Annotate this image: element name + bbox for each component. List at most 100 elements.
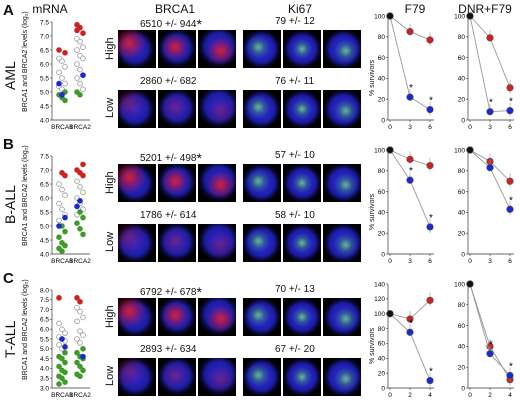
y-tick-label: 40 xyxy=(458,76,466,83)
low-label: Low xyxy=(104,231,116,252)
ki67-image xyxy=(243,30,281,68)
significance-star: * xyxy=(509,362,513,373)
x-tick-label: 6 xyxy=(428,258,432,265)
ki67-signal xyxy=(283,224,321,262)
low-series-point xyxy=(466,146,474,154)
brca1-signal xyxy=(158,358,196,396)
low-series-point xyxy=(426,376,434,385)
f79-survival-chart: 0 20 40 60 80 100 0 3 6 * * xyxy=(374,146,434,265)
y-tick-label: 3.5 xyxy=(40,376,49,383)
y-tick-label: 3.0 xyxy=(40,385,49,392)
low-series-point xyxy=(506,205,514,213)
low-series-point xyxy=(426,223,434,231)
mrna-point-blue xyxy=(56,80,62,87)
ki67-image xyxy=(243,298,281,336)
ki67-signal xyxy=(283,30,321,68)
dnr-f79-survival-chart: 0 20 40 60 80 100 0 3 6 * xyxy=(454,146,514,265)
mrna-point-gray xyxy=(62,80,68,87)
mrna-point-gray xyxy=(62,330,68,336)
y-tick-label: 40 xyxy=(378,76,386,83)
mrna-point-green xyxy=(74,349,80,356)
panel-letter: A xyxy=(3,2,14,19)
mrna-point-gray xyxy=(80,55,86,62)
x-tick-label: 3 xyxy=(488,124,492,131)
brca1-signal xyxy=(158,298,196,336)
y-tick-label: 5.0 xyxy=(40,346,49,353)
brca1-image xyxy=(158,358,196,396)
brca1-signal xyxy=(198,358,236,396)
ki67-signal xyxy=(283,298,321,336)
mrna-point-green xyxy=(77,363,83,370)
low-series-point xyxy=(386,12,394,20)
y-tick-label: 4.0 xyxy=(40,251,49,258)
y-tick-label: 20 xyxy=(458,365,466,372)
y-tick-label: 80 xyxy=(378,168,386,175)
ki67-image xyxy=(243,358,281,396)
y-tick-label: 7.0 xyxy=(40,33,49,40)
panel-letter: C xyxy=(3,270,14,287)
y-tick-label: 60 xyxy=(458,323,466,330)
x-tick-label: 2 xyxy=(488,392,492,399)
low-label: Low xyxy=(104,97,116,118)
header-dnr-f79: DNR+F79 xyxy=(458,2,512,16)
significance-star: * xyxy=(509,97,513,108)
mrna-point-gray xyxy=(77,328,83,334)
ki67-signal xyxy=(323,90,361,128)
ki67-signal xyxy=(323,358,361,396)
mrna-point-green xyxy=(74,359,80,366)
brca1-image xyxy=(158,298,196,336)
x-tick-label: 2 xyxy=(408,392,412,399)
brca1-low-value: 1786 +/- 614 xyxy=(140,210,197,221)
brca1-low-value: 2860 +/- 682 xyxy=(140,76,197,87)
brca1-image xyxy=(198,164,236,202)
y-tick-label: 20 xyxy=(378,370,386,377)
mrna-point-gray xyxy=(59,326,65,332)
mrna-point-gray xyxy=(59,186,65,193)
mrna-point-green xyxy=(74,220,80,226)
y-tick-label: 0 xyxy=(461,385,465,392)
high-label: High xyxy=(104,37,116,60)
brca1-high-value: 6510 +/- 944* xyxy=(140,16,202,32)
mrna-point-red xyxy=(77,298,83,305)
x-tick-label: 3 xyxy=(488,258,492,265)
y-tick-label: 100 xyxy=(454,281,465,288)
brca1-image xyxy=(198,224,236,262)
ki67-signal xyxy=(323,224,361,262)
mrna-point-gray xyxy=(77,38,83,45)
y-tick-label: 20 xyxy=(378,97,386,104)
high-series-point xyxy=(486,34,494,42)
x-tick-label: BRCA1 xyxy=(51,258,73,265)
x-tick-label: 0 xyxy=(388,258,392,265)
y-tick-label: 40 xyxy=(378,210,386,217)
dnr-f79-survival-chart: 0 20 40 60 80 100 0 2 4 * * xyxy=(454,280,514,399)
brca1-signal xyxy=(118,90,156,128)
y-tick-label: 0 xyxy=(381,117,385,124)
x-tick-label: 4 xyxy=(508,392,512,399)
ki67-low-value: 76 +/- 11 xyxy=(275,76,315,87)
ki67-image xyxy=(323,224,361,262)
y-tick-label: 60 xyxy=(378,189,386,196)
mrna-point-gray xyxy=(56,181,62,187)
series-line xyxy=(469,283,511,376)
mrna-point-green xyxy=(80,346,86,352)
ki67-image xyxy=(283,358,321,396)
y-tick-label: 60 xyxy=(458,55,466,62)
ki67-low-value: 58 +/- 10 xyxy=(275,210,315,221)
mrna-point-green xyxy=(59,355,65,362)
low-series-point xyxy=(406,176,414,184)
mrna-point-gray xyxy=(77,66,83,73)
brca1-image xyxy=(198,298,236,336)
brca1-signal xyxy=(158,90,196,128)
ki67-image xyxy=(283,224,321,262)
series-line xyxy=(469,15,511,88)
significance-star: * xyxy=(429,367,433,378)
high-series-point xyxy=(426,162,434,170)
ki67-image xyxy=(323,30,361,68)
x-tick-label: 3 xyxy=(408,258,412,265)
mrna-point-gray xyxy=(56,342,62,348)
ki67-signal xyxy=(323,164,361,202)
brca1-image xyxy=(158,224,196,262)
ki67-signal xyxy=(283,164,321,202)
y-tick-label: 80 xyxy=(458,168,466,175)
ki67-image xyxy=(283,30,321,68)
